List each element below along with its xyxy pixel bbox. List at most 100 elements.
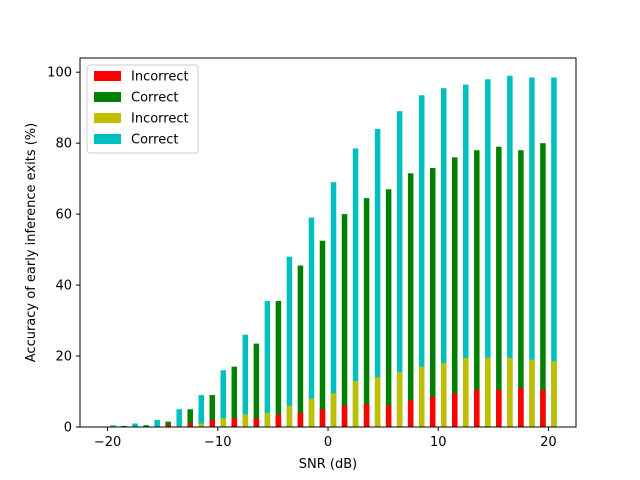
- bar-correct-b: [176, 409, 182, 427]
- legend-label: Incorrect: [131, 112, 189, 127]
- bar-correct-a: [187, 409, 193, 427]
- bar-incorrect-a: [165, 425, 171, 427]
- bar-correct-b: [396, 111, 403, 427]
- bar-incorrect-b: [507, 357, 513, 427]
- bar-incorrect-b: [176, 425, 182, 427]
- bar-incorrect-a: [474, 389, 480, 427]
- y-tick-label: 60: [55, 208, 72, 223]
- x-axis-label: SNR (dB): [299, 457, 357, 472]
- bar-incorrect-b: [264, 412, 271, 427]
- x-tick-label: 20: [540, 435, 557, 450]
- bar-correct-b: [440, 88, 447, 427]
- x-tick-label: 0: [324, 435, 332, 450]
- y-tick-label: 80: [55, 137, 72, 152]
- legend-swatch: [94, 71, 121, 81]
- bar-correct-a: [341, 214, 348, 427]
- bar-incorrect-a: [452, 393, 458, 427]
- bar-correct-a: [231, 366, 238, 427]
- bar-incorrect-a: [429, 396, 436, 427]
- bar-correct-a: [121, 425, 127, 427]
- y-axis-ticks: 0 20 40 60 80 100: [47, 66, 80, 436]
- bar-correct-a: [363, 198, 370, 427]
- bar-incorrect-a: [518, 387, 524, 427]
- bar-correct-a: [319, 240, 326, 427]
- bar-correct-b: [198, 395, 204, 427]
- y-tick-label: 0: [64, 421, 72, 436]
- bar-incorrect-b: [220, 418, 227, 427]
- legend-swatch: [94, 134, 121, 144]
- bar-correct-b: [529, 77, 535, 428]
- y-tick-label: 100: [47, 66, 72, 81]
- bar-incorrect-a: [231, 418, 238, 427]
- bar-correct-b: [286, 256, 293, 427]
- bar-correct-a: [253, 343, 260, 427]
- bar-correct-b: [374, 128, 381, 427]
- bar-incorrect-b: [286, 405, 293, 427]
- bar-correct-a: [496, 146, 502, 428]
- bar-incorrect-b: [374, 377, 381, 427]
- bar-correct-b: [507, 75, 513, 427]
- bar-incorrect-a: [385, 405, 392, 427]
- bars-layer: [110, 75, 557, 428]
- bar-correct-a: [540, 143, 546, 427]
- bar-incorrect-b: [308, 398, 315, 427]
- bar-correct-b: [551, 77, 557, 428]
- bar-incorrect-b: [529, 359, 535, 427]
- bar-incorrect-a: [496, 389, 502, 427]
- bar-correct-b: [463, 84, 469, 427]
- bar-incorrect-b: [330, 393, 337, 427]
- y-axis-label: Accuracy of early inference exits (%): [24, 123, 39, 362]
- bar-incorrect-b: [396, 372, 403, 427]
- bar-incorrect-a: [540, 389, 546, 427]
- bar-correct-a: [474, 150, 480, 427]
- legend: Incorrect Correct Incorrect Correct: [86, 64, 199, 154]
- legend-label: Incorrect: [131, 70, 189, 85]
- bar-incorrect-b: [198, 423, 204, 427]
- bar-incorrect-a: [187, 423, 193, 427]
- y-tick-label: 20: [55, 350, 72, 365]
- x-tick-label: 10: [430, 435, 447, 450]
- bar-correct-a: [429, 167, 436, 427]
- bar-incorrect-b: [485, 357, 491, 427]
- bar-correct-a: [407, 173, 414, 427]
- legend-label: Correct: [131, 91, 178, 106]
- x-tick-label: −20: [94, 435, 121, 450]
- bar-correct-b: [352, 148, 359, 428]
- bar-correct-a: [275, 301, 282, 427]
- bar-correct-b: [485, 79, 491, 428]
- bar-correct-b: [418, 95, 425, 427]
- bar-correct-b: [110, 425, 116, 427]
- bar-correct-b: [242, 334, 249, 427]
- bar-incorrect-a: [319, 409, 326, 427]
- bar-correct-a: [165, 421, 171, 427]
- bar-correct-a: [452, 157, 458, 427]
- bar-incorrect-a: [275, 414, 282, 427]
- bar-incorrect-b: [242, 414, 249, 427]
- bar-correct-b: [330, 182, 337, 427]
- x-axis-ticks: −20 −10 0 10 20: [94, 427, 557, 450]
- bar-correct-a: [518, 150, 524, 427]
- bar-correct-a: [209, 395, 216, 427]
- bar-correct-a: [385, 189, 392, 427]
- bar-correct-a: [297, 265, 304, 427]
- bar-correct-a: [143, 425, 149, 427]
- bar-correct-b: [264, 301, 271, 427]
- bar-incorrect-b: [463, 357, 469, 427]
- bar-correct-b: [308, 217, 315, 427]
- bar-incorrect-a: [341, 405, 348, 427]
- bar-incorrect-b: [352, 380, 359, 427]
- bar-incorrect-a: [297, 412, 304, 427]
- bar-incorrect-b: [440, 363, 447, 427]
- legend-swatch: [94, 92, 121, 102]
- bar-incorrect-b: [418, 366, 425, 427]
- legend-swatch: [94, 113, 121, 123]
- x-tick-label: −10: [204, 435, 231, 450]
- bar-correct-b: [154, 419, 160, 427]
- bar-incorrect-b: [551, 361, 557, 427]
- y-tick-label: 40: [55, 279, 72, 294]
- bar-incorrect-a: [407, 400, 414, 427]
- bar-incorrect-a: [363, 403, 370, 427]
- bar-correct-b: [220, 370, 227, 427]
- bar-correct-b: [132, 423, 138, 427]
